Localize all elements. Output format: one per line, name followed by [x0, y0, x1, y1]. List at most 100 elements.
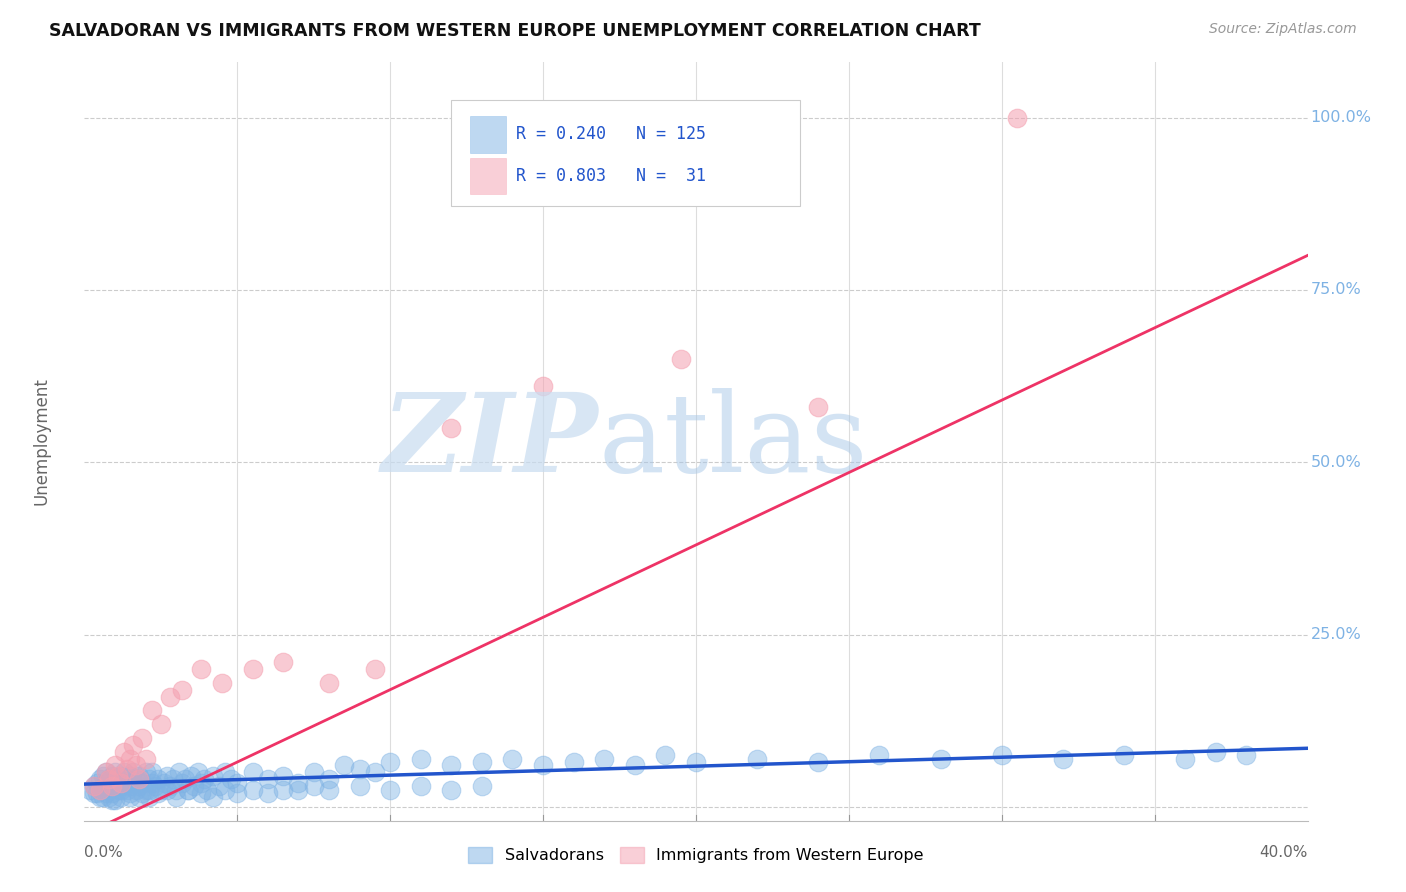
Point	[654, 748, 676, 763]
Point	[747, 751, 769, 765]
Point	[226, 776, 249, 790]
Point	[128, 769, 150, 783]
Point	[167, 765, 190, 780]
Point	[440, 782, 463, 797]
Point	[226, 786, 249, 800]
Point	[471, 755, 494, 769]
Point	[165, 782, 187, 797]
Point	[177, 782, 200, 797]
Point	[685, 755, 707, 769]
Point	[271, 782, 294, 797]
Point	[669, 351, 692, 366]
Point	[83, 786, 105, 800]
Point	[110, 789, 132, 804]
Text: 100.0%: 100.0%	[1310, 110, 1372, 125]
Point	[94, 765, 117, 780]
Point	[624, 758, 647, 772]
Point	[135, 782, 157, 797]
Point	[135, 765, 157, 780]
Point	[86, 786, 108, 800]
Point	[162, 772, 184, 787]
Point	[593, 751, 616, 765]
Point	[120, 779, 142, 793]
Point	[242, 765, 264, 780]
Point	[94, 776, 117, 790]
Point	[302, 779, 325, 793]
Text: 75.0%: 75.0%	[1310, 283, 1361, 297]
Point	[364, 662, 387, 676]
Point	[79, 782, 101, 797]
Point	[128, 789, 150, 804]
Point	[349, 762, 371, 776]
Point	[107, 782, 129, 797]
Point	[146, 772, 169, 787]
Point	[174, 772, 197, 787]
Point	[107, 769, 129, 783]
Point	[135, 751, 157, 765]
Point	[149, 782, 172, 797]
Point	[104, 758, 127, 772]
Point	[562, 755, 585, 769]
Point	[131, 786, 153, 800]
Point	[869, 748, 891, 763]
FancyBboxPatch shape	[470, 116, 506, 153]
Point	[104, 793, 127, 807]
Point	[242, 662, 264, 676]
Point	[1052, 751, 1074, 765]
Point	[159, 690, 181, 704]
Point	[271, 769, 294, 783]
Point	[120, 751, 142, 765]
FancyBboxPatch shape	[451, 101, 800, 207]
Point	[141, 776, 163, 790]
Point	[91, 779, 114, 793]
Point	[257, 786, 280, 800]
Point	[172, 776, 194, 790]
Point	[318, 772, 340, 787]
Point	[177, 782, 200, 797]
Point	[131, 776, 153, 790]
Point	[1005, 111, 1028, 125]
Point	[211, 675, 233, 690]
Point	[138, 789, 160, 804]
Point	[1236, 748, 1258, 763]
Point	[128, 779, 150, 793]
Point	[125, 772, 148, 787]
Point	[1114, 748, 1136, 763]
Point	[318, 675, 340, 690]
Point	[149, 717, 172, 731]
Point	[83, 779, 105, 793]
Point	[195, 782, 218, 797]
Point	[190, 786, 212, 800]
Point	[89, 782, 111, 797]
Point	[122, 738, 145, 752]
Point	[531, 379, 554, 393]
Point	[104, 765, 127, 780]
Point	[1205, 745, 1227, 759]
Point	[131, 731, 153, 745]
Point	[112, 745, 135, 759]
Point	[94, 786, 117, 800]
Text: R = 0.240   N = 125: R = 0.240 N = 125	[516, 126, 706, 144]
Point	[180, 769, 202, 783]
Point	[190, 776, 212, 790]
Point	[89, 772, 111, 787]
Point	[349, 779, 371, 793]
Point	[807, 755, 830, 769]
Point	[97, 772, 120, 787]
Point	[97, 772, 120, 787]
Text: 50.0%: 50.0%	[1310, 455, 1361, 470]
Point	[146, 786, 169, 800]
Legend: Salvadorans, Immigrants from Western Europe: Salvadorans, Immigrants from Western Eur…	[461, 840, 931, 870]
Point	[242, 782, 264, 797]
Point	[201, 769, 224, 783]
Point	[101, 769, 124, 783]
Point	[101, 786, 124, 800]
Point	[101, 793, 124, 807]
Point	[271, 655, 294, 669]
Point	[97, 782, 120, 797]
Text: Unemployment: Unemployment	[32, 377, 51, 506]
Point	[364, 765, 387, 780]
Point	[120, 786, 142, 800]
Point	[112, 776, 135, 790]
Point	[104, 776, 127, 790]
